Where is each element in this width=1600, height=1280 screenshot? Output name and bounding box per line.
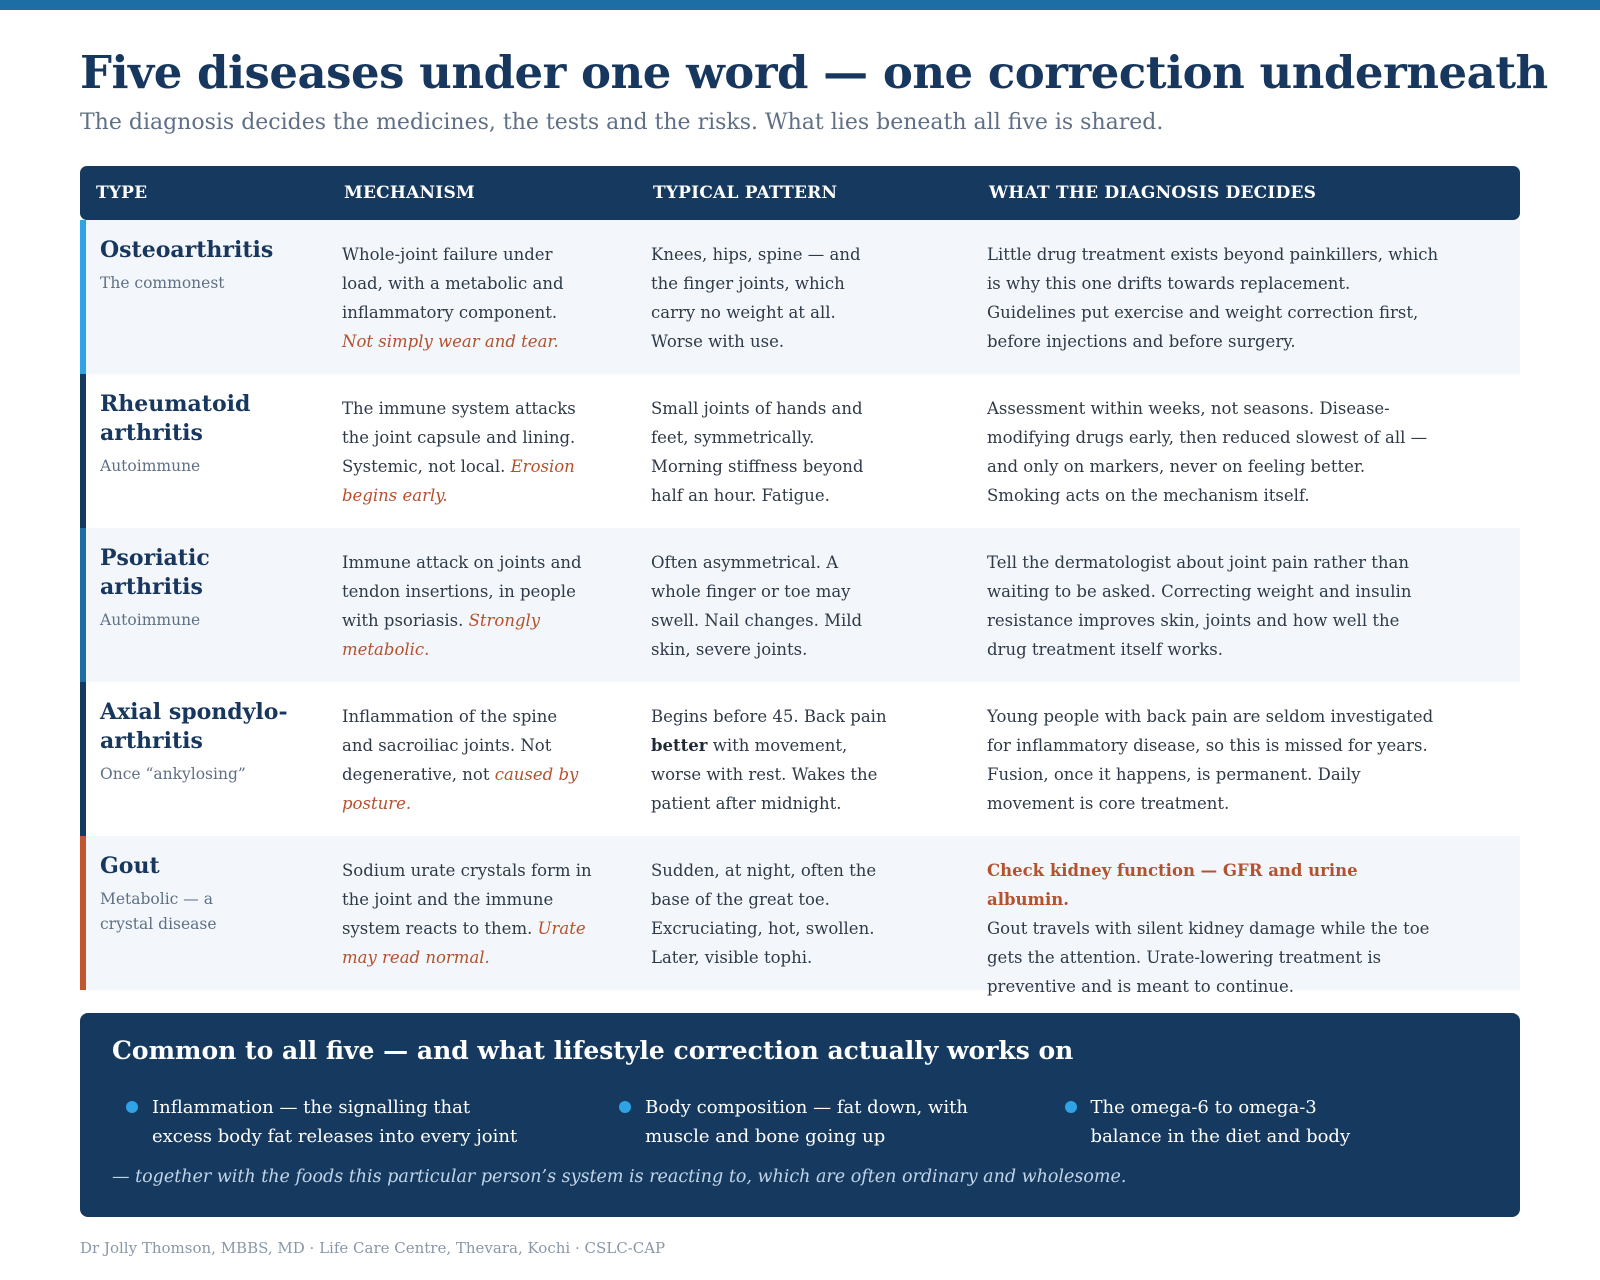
disease-subtype: The commonest [100, 274, 225, 292]
mechanism-cell: The immune system attacks the joint caps… [328, 374, 637, 528]
mechanism-text: Immune attack on joints and tendon inser… [342, 553, 582, 630]
mechanism-accent: caused by posture. [342, 765, 579, 813]
decides-cell: Check kidney function — GFR and urine al… [973, 836, 1520, 996]
bullet-item: Body composition — fat down, with muscle… [605, 1093, 1050, 1151]
disease-name: Psoriatic arthritis [100, 545, 210, 600]
pattern-cell: Sudden, at night, often the base of the … [637, 836, 973, 990]
pattern-text: Often asymmetrical. A whole finger or to… [651, 553, 863, 659]
top-accent-bar [0, 0, 1600, 10]
bullet-dot-icon [1064, 1101, 1077, 1113]
pattern-text-end: with movement, worse with rest. Wakes th… [651, 736, 878, 813]
pattern-text: Knees, hips, spine — and the finger join… [651, 245, 861, 351]
disease-table: TYPE MECHANISM TYPICAL PATTERN WHAT THE … [80, 166, 1520, 996]
table-row: Gout Metabolic — a crystal disease Sodiu… [80, 836, 1520, 996]
decides-cell: Little drug treatment exists beyond pain… [973, 220, 1520, 374]
bullet-text: Inflammation — the signalling that exces… [152, 1097, 518, 1147]
header-mechanism: MECHANISM [344, 183, 475, 203]
disease-name: Osteoarthritis [100, 237, 274, 263]
decides-text: Little drug treatment exists beyond pain… [987, 245, 1439, 351]
decides-text: Assessment within weeks, not seasons. Di… [987, 399, 1428, 505]
mechanism-text: Sodium urate crystals form in the joint … [342, 861, 592, 938]
decides-text: Tell the dermatologist about joint pain … [987, 553, 1412, 659]
type-cell: Rheumatoid arthritis Autoimmune [86, 374, 328, 528]
disease-subtype: Autoimmune [100, 611, 201, 629]
disease-subtype: Once “ankylosing” [100, 765, 246, 783]
header-type: TYPE [96, 183, 148, 203]
mechanism-text: Whole-joint failure under load, with a m… [342, 245, 564, 322]
page-title: Five diseases under one word — one corre… [80, 46, 1548, 99]
type-cell: Osteoarthritis The commonest [86, 220, 328, 374]
table-row: Rheumatoid arthritis Autoimmune The immu… [80, 374, 1520, 528]
bullet-text: The omega-6 to omega-3 balance in the di… [1090, 1097, 1351, 1147]
mechanism-accent: Strongly metabolic. [342, 611, 541, 659]
bullet-dot-icon [126, 1101, 138, 1113]
page-subtitle: The diagnosis decides the medicines, the… [80, 110, 1164, 135]
decides-text: Young people with back pain are seldom i… [987, 707, 1434, 813]
pattern-text: Begins before 45. Back pain better with … [651, 702, 891, 818]
footer-credit: Dr Jolly Thomson, MBBS, MD · Life Care C… [80, 1239, 666, 1257]
header-pattern: TYPICAL PATTERN [653, 183, 838, 203]
type-cell: Gout Metabolic — a crystal disease [86, 836, 328, 990]
table-row: Axial spondylo-arthritis Once “ankylosin… [80, 682, 1520, 836]
common-bullet-list: Inflammation — the signalling that exces… [112, 1093, 1488, 1151]
table-row: Psoriatic arthritis Autoimmune Immune at… [80, 528, 1520, 682]
common-factors-panel: Common to all five — and what lifestyle … [80, 1013, 1520, 1217]
common-heading: Common to all five — and what lifestyle … [112, 1036, 1074, 1065]
type-cell: Axial spondylo-arthritis Once “ankylosin… [86, 682, 328, 836]
table-header: TYPE MECHANISM TYPICAL PATTERN WHAT THE … [80, 166, 1520, 220]
disease-name: Rheumatoid arthritis [100, 391, 251, 446]
decides-text: Gout travels with silent kidney damage w… [987, 919, 1430, 996]
bullet-item: The omega-6 to omega-3 balance in the di… [1051, 1093, 1488, 1151]
pattern-text: Small joints of hands and feet, symmetri… [651, 399, 864, 505]
decides-cell: Assessment within weeks, not seasons. Di… [973, 374, 1520, 528]
mechanism-cell: Sodium urate crystals form in the joint … [328, 836, 637, 990]
disease-subtype: Metabolic — a crystal disease [100, 890, 217, 933]
pattern-emphasis: better [651, 736, 708, 755]
pattern-text-start: Begins before 45. Back pain [651, 707, 887, 726]
mechanism-accent: Not simply wear and tear. [342, 332, 559, 351]
mechanism-cell: Immune attack on joints and tendon inser… [328, 528, 637, 682]
disease-name: Axial spondylo-arthritis [100, 699, 288, 754]
mechanism-accent: Erosion begins early. [342, 457, 575, 505]
table-row: Osteoarthritis The commonest Whole-joint… [80, 220, 1520, 374]
mechanism-cell: Inflammation of the spine and sacroiliac… [328, 682, 637, 836]
bullet-text: Body composition — fat down, with muscle… [645, 1097, 968, 1147]
pattern-cell: Begins before 45. Back pain better with … [637, 682, 973, 836]
decides-cell: Young people with back pain are seldom i… [973, 682, 1520, 836]
bullet-item: Inflammation — the signalling that exces… [112, 1093, 605, 1151]
mechanism-text: Inflammation of the spine and sacroiliac… [342, 707, 558, 784]
header-decides: WHAT THE DIAGNOSIS DECIDES [989, 183, 1317, 203]
mechanism-cell: Whole-joint failure under load, with a m… [328, 220, 637, 374]
decides-accent: Check kidney function — GFR and urine al… [987, 861, 1358, 909]
disease-subtype: Autoimmune [100, 457, 201, 475]
decides-cell: Tell the dermatologist about joint pain … [973, 528, 1520, 682]
pattern-cell: Often asymmetrical. A whole finger or to… [637, 528, 973, 682]
type-cell: Psoriatic arthritis Autoimmune [86, 528, 328, 682]
mechanism-text: The immune system attacks the joint caps… [342, 399, 576, 476]
common-note: — together with the foods this particula… [112, 1167, 1127, 1187]
pattern-text: Sudden, at night, often the base of the … [651, 861, 877, 967]
pattern-cell: Small joints of hands and feet, symmetri… [637, 374, 973, 528]
pattern-cell: Knees, hips, spine — and the finger join… [637, 220, 973, 374]
bullet-dot-icon [619, 1101, 632, 1113]
mechanism-accent: Urate may read normal. [342, 919, 586, 967]
disease-name: Gout [100, 853, 160, 879]
page: Five diseases under one word — one corre… [80, 44, 1548, 1257]
